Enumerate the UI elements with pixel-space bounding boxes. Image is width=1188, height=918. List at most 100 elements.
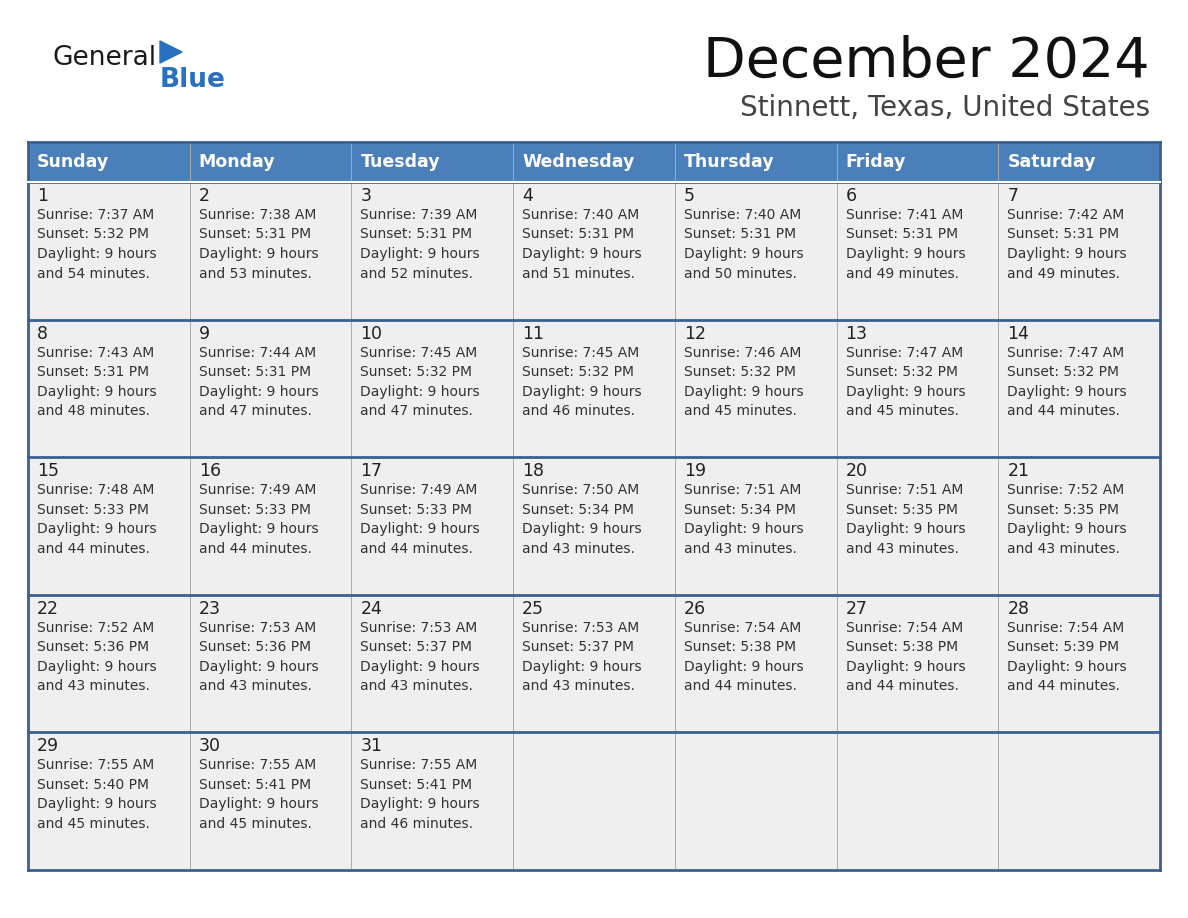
- Text: Daylight: 9 hours: Daylight: 9 hours: [37, 660, 157, 674]
- Text: Sunset: 5:31 PM: Sunset: 5:31 PM: [37, 365, 150, 379]
- Text: 26: 26: [684, 599, 706, 618]
- Text: Sunset: 5:32 PM: Sunset: 5:32 PM: [684, 365, 796, 379]
- Text: Daylight: 9 hours: Daylight: 9 hours: [684, 247, 803, 261]
- Bar: [352, 457, 513, 595]
- Text: 2: 2: [198, 187, 210, 205]
- Bar: [190, 457, 352, 595]
- Text: Daylight: 9 hours: Daylight: 9 hours: [523, 660, 642, 674]
- Text: Daylight: 9 hours: Daylight: 9 hours: [846, 660, 965, 674]
- Text: Sunrise: 7:55 AM: Sunrise: 7:55 AM: [37, 758, 154, 772]
- Text: Sunset: 5:31 PM: Sunset: 5:31 PM: [846, 228, 958, 241]
- Text: Sunrise: 7:37 AM: Sunrise: 7:37 AM: [37, 208, 154, 222]
- Text: 24: 24: [360, 599, 383, 618]
- Text: Daylight: 9 hours: Daylight: 9 hours: [846, 247, 965, 261]
- Text: 10: 10: [360, 325, 383, 342]
- Text: General: General: [52, 45, 156, 71]
- Text: and 47 minutes.: and 47 minutes.: [360, 404, 473, 418]
- Text: Sunrise: 7:55 AM: Sunrise: 7:55 AM: [198, 758, 316, 772]
- Text: Daylight: 9 hours: Daylight: 9 hours: [684, 660, 803, 674]
- Text: Monday: Monday: [198, 153, 276, 171]
- Text: Sunrise: 7:38 AM: Sunrise: 7:38 AM: [198, 208, 316, 222]
- Text: Sunrise: 7:54 AM: Sunrise: 7:54 AM: [846, 621, 962, 635]
- Text: Sunrise: 7:45 AM: Sunrise: 7:45 AM: [523, 345, 639, 360]
- Text: 29: 29: [37, 737, 59, 756]
- Text: 11: 11: [523, 325, 544, 342]
- Text: Daylight: 9 hours: Daylight: 9 hours: [523, 522, 642, 536]
- Text: and 51 minutes.: and 51 minutes.: [523, 266, 636, 281]
- Text: Sunset: 5:37 PM: Sunset: 5:37 PM: [360, 640, 473, 655]
- Bar: [513, 595, 675, 733]
- Text: 4: 4: [523, 187, 533, 205]
- Text: and 43 minutes.: and 43 minutes.: [1007, 542, 1120, 555]
- Text: and 43 minutes.: and 43 minutes.: [846, 542, 959, 555]
- Text: Sunrise: 7:54 AM: Sunrise: 7:54 AM: [684, 621, 801, 635]
- Text: Sunset: 5:36 PM: Sunset: 5:36 PM: [198, 640, 311, 655]
- Bar: [513, 182, 675, 319]
- Text: and 53 minutes.: and 53 minutes.: [198, 266, 311, 281]
- Text: Sunrise: 7:50 AM: Sunrise: 7:50 AM: [523, 483, 639, 498]
- Bar: [190, 595, 352, 733]
- Text: Daylight: 9 hours: Daylight: 9 hours: [37, 247, 157, 261]
- Text: 14: 14: [1007, 325, 1029, 342]
- Bar: [675, 319, 836, 457]
- Text: Sunset: 5:31 PM: Sunset: 5:31 PM: [684, 228, 796, 241]
- Text: Daylight: 9 hours: Daylight: 9 hours: [846, 385, 965, 398]
- Text: 13: 13: [846, 325, 867, 342]
- Text: and 45 minutes.: and 45 minutes.: [198, 817, 311, 831]
- Text: 30: 30: [198, 737, 221, 756]
- Text: Sunrise: 7:53 AM: Sunrise: 7:53 AM: [198, 621, 316, 635]
- Text: and 49 minutes.: and 49 minutes.: [1007, 266, 1120, 281]
- Text: Sunrise: 7:40 AM: Sunrise: 7:40 AM: [523, 208, 639, 222]
- Text: December 2024: December 2024: [703, 35, 1150, 89]
- Text: Daylight: 9 hours: Daylight: 9 hours: [684, 522, 803, 536]
- Text: Sunrise: 7:44 AM: Sunrise: 7:44 AM: [198, 345, 316, 360]
- Text: Sunrise: 7:39 AM: Sunrise: 7:39 AM: [360, 208, 478, 222]
- Text: and 46 minutes.: and 46 minutes.: [523, 404, 636, 418]
- Bar: [513, 457, 675, 595]
- Text: and 44 minutes.: and 44 minutes.: [37, 542, 150, 555]
- Bar: [29, 733, 190, 870]
- Text: Sunset: 5:36 PM: Sunset: 5:36 PM: [37, 640, 150, 655]
- Text: and 46 minutes.: and 46 minutes.: [360, 817, 474, 831]
- Text: Sunrise: 7:53 AM: Sunrise: 7:53 AM: [523, 621, 639, 635]
- Text: 19: 19: [684, 462, 706, 480]
- Text: and 43 minutes.: and 43 minutes.: [523, 542, 636, 555]
- Text: Sunrise: 7:51 AM: Sunrise: 7:51 AM: [684, 483, 801, 498]
- Text: Stinnett, Texas, United States: Stinnett, Texas, United States: [740, 94, 1150, 122]
- Text: 5: 5: [684, 187, 695, 205]
- Text: Friday: Friday: [846, 153, 906, 171]
- Text: Sunrise: 7:51 AM: Sunrise: 7:51 AM: [846, 483, 963, 498]
- Text: 9: 9: [198, 325, 210, 342]
- Text: and 54 minutes.: and 54 minutes.: [37, 266, 150, 281]
- Text: Sunrise: 7:49 AM: Sunrise: 7:49 AM: [360, 483, 478, 498]
- Text: Daylight: 9 hours: Daylight: 9 hours: [198, 660, 318, 674]
- Bar: [998, 457, 1159, 595]
- Text: 15: 15: [37, 462, 59, 480]
- Text: Sunrise: 7:41 AM: Sunrise: 7:41 AM: [846, 208, 963, 222]
- Text: Sunset: 5:39 PM: Sunset: 5:39 PM: [1007, 640, 1119, 655]
- Text: Daylight: 9 hours: Daylight: 9 hours: [846, 522, 965, 536]
- Text: Daylight: 9 hours: Daylight: 9 hours: [360, 247, 480, 261]
- Bar: [836, 319, 998, 457]
- Text: Sunset: 5:40 PM: Sunset: 5:40 PM: [37, 778, 148, 792]
- Bar: [836, 142, 998, 182]
- Text: Sunset: 5:41 PM: Sunset: 5:41 PM: [198, 778, 311, 792]
- Bar: [998, 319, 1159, 457]
- Text: Sunrise: 7:42 AM: Sunrise: 7:42 AM: [1007, 208, 1125, 222]
- Text: Daylight: 9 hours: Daylight: 9 hours: [360, 522, 480, 536]
- Bar: [836, 457, 998, 595]
- Text: 8: 8: [37, 325, 48, 342]
- Bar: [675, 182, 836, 319]
- Bar: [998, 733, 1159, 870]
- Text: and 43 minutes.: and 43 minutes.: [360, 679, 473, 693]
- Text: 1: 1: [37, 187, 48, 205]
- Text: Sunrise: 7:53 AM: Sunrise: 7:53 AM: [360, 621, 478, 635]
- Text: and 43 minutes.: and 43 minutes.: [684, 542, 797, 555]
- Text: Daylight: 9 hours: Daylight: 9 hours: [360, 385, 480, 398]
- Bar: [29, 457, 190, 595]
- Text: Sunrise: 7:46 AM: Sunrise: 7:46 AM: [684, 345, 801, 360]
- Text: Sunset: 5:33 PM: Sunset: 5:33 PM: [37, 503, 148, 517]
- Bar: [190, 142, 352, 182]
- Text: Sunrise: 7:47 AM: Sunrise: 7:47 AM: [846, 345, 962, 360]
- Text: Sunset: 5:35 PM: Sunset: 5:35 PM: [846, 503, 958, 517]
